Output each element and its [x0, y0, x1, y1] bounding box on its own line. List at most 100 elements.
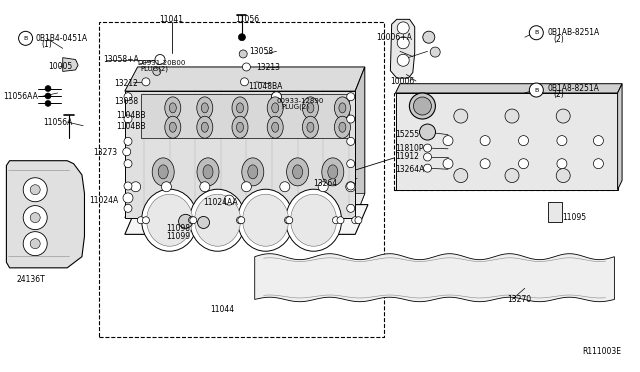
Circle shape — [454, 169, 468, 183]
Ellipse shape — [242, 158, 264, 186]
Circle shape — [518, 136, 529, 145]
Text: 10006: 10006 — [390, 77, 415, 86]
Ellipse shape — [152, 158, 174, 186]
Circle shape — [45, 93, 51, 99]
Ellipse shape — [237, 103, 243, 113]
Circle shape — [397, 22, 409, 34]
Polygon shape — [125, 205, 368, 234]
Bar — [394, 93, 614, 190]
Circle shape — [224, 195, 234, 205]
Circle shape — [124, 115, 132, 123]
Circle shape — [347, 160, 355, 168]
Text: 11912: 11912 — [396, 153, 419, 161]
Polygon shape — [390, 19, 415, 78]
Text: (2): (2) — [554, 35, 564, 44]
Circle shape — [397, 37, 409, 49]
Circle shape — [557, 159, 567, 169]
Circle shape — [155, 55, 165, 64]
Text: 0B1AB-8251A: 0B1AB-8251A — [547, 28, 600, 37]
Ellipse shape — [248, 165, 258, 179]
Circle shape — [23, 206, 47, 230]
Polygon shape — [255, 254, 614, 302]
Circle shape — [505, 169, 519, 183]
Text: 13273: 13273 — [93, 148, 117, 157]
Circle shape — [430, 47, 440, 57]
Circle shape — [285, 217, 291, 224]
Text: 13270: 13270 — [507, 295, 531, 304]
Circle shape — [243, 63, 250, 71]
Text: 0B1B4-0451A: 0B1B4-0451A — [36, 34, 88, 43]
Text: 11044: 11044 — [211, 305, 235, 314]
Circle shape — [420, 124, 436, 140]
Circle shape — [280, 182, 290, 192]
Text: 10006+A: 10006+A — [376, 33, 412, 42]
Text: B: B — [24, 36, 28, 41]
Text: 10005: 10005 — [48, 62, 72, 71]
Ellipse shape — [285, 189, 342, 251]
Circle shape — [593, 136, 604, 145]
Text: 0B1A8-8251A: 0B1A8-8251A — [547, 84, 599, 93]
Text: PLUG(2): PLUG(2) — [141, 65, 169, 72]
Circle shape — [198, 217, 209, 228]
Ellipse shape — [197, 116, 212, 138]
Text: 13058+A: 13058+A — [104, 55, 140, 64]
Circle shape — [556, 169, 570, 183]
Polygon shape — [618, 84, 622, 190]
Text: 1104BB: 1104BB — [116, 111, 146, 120]
Text: 11810P: 11810P — [396, 144, 424, 153]
Ellipse shape — [165, 97, 181, 119]
Circle shape — [143, 217, 149, 224]
Ellipse shape — [237, 189, 294, 251]
Circle shape — [23, 178, 47, 202]
Ellipse shape — [410, 93, 435, 119]
Ellipse shape — [189, 189, 246, 251]
Polygon shape — [141, 94, 349, 138]
Text: 11056AA: 11056AA — [3, 92, 38, 101]
Text: 13212: 13212 — [114, 79, 138, 88]
Circle shape — [124, 93, 132, 101]
Polygon shape — [355, 67, 365, 218]
Circle shape — [45, 86, 51, 92]
Circle shape — [124, 182, 132, 190]
Ellipse shape — [195, 194, 241, 246]
Circle shape — [424, 164, 431, 172]
Ellipse shape — [197, 97, 212, 119]
Ellipse shape — [302, 116, 319, 138]
Ellipse shape — [272, 122, 278, 132]
Ellipse shape — [291, 194, 337, 246]
Circle shape — [347, 115, 355, 123]
Polygon shape — [6, 161, 84, 268]
Circle shape — [239, 34, 245, 41]
Circle shape — [337, 217, 344, 224]
Circle shape — [347, 182, 355, 190]
Circle shape — [179, 214, 193, 228]
Ellipse shape — [413, 97, 431, 115]
Text: 11056A: 11056A — [44, 118, 73, 126]
Text: B: B — [534, 87, 538, 93]
Ellipse shape — [272, 103, 278, 113]
Circle shape — [423, 31, 435, 43]
Polygon shape — [396, 93, 618, 190]
Circle shape — [347, 204, 355, 212]
Text: 11024AA: 11024AA — [204, 198, 238, 207]
Circle shape — [286, 217, 292, 224]
Circle shape — [200, 182, 210, 192]
Text: 13264A: 13264A — [396, 165, 425, 174]
Circle shape — [153, 67, 161, 76]
Circle shape — [30, 185, 40, 195]
Ellipse shape — [202, 103, 208, 113]
Circle shape — [593, 159, 604, 169]
Polygon shape — [125, 67, 365, 91]
Ellipse shape — [237, 122, 243, 132]
Circle shape — [123, 148, 131, 156]
Circle shape — [271, 92, 282, 102]
Polygon shape — [396, 84, 622, 93]
Ellipse shape — [158, 165, 168, 179]
Ellipse shape — [202, 122, 208, 132]
Text: 1104BB: 1104BB — [116, 122, 146, 131]
Circle shape — [189, 217, 195, 224]
Ellipse shape — [268, 116, 283, 138]
Circle shape — [239, 50, 247, 58]
Ellipse shape — [165, 116, 181, 138]
Ellipse shape — [197, 158, 219, 186]
